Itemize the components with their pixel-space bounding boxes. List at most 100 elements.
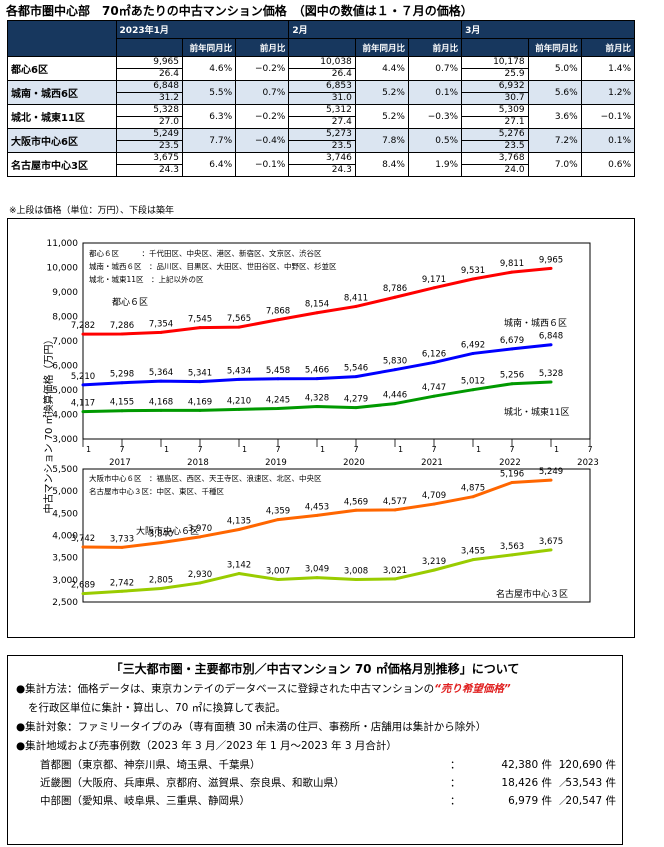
- asking-price-text: “売り希望価格”: [434, 683, 511, 695]
- data-point: [198, 380, 202, 384]
- x-tick-label: 1: [398, 445, 403, 454]
- subhead-mom: 前月比: [407, 38, 463, 57]
- price-value: 5,249: [116, 129, 182, 141]
- period-header: 2月: [288, 20, 463, 39]
- price-value: 5,328: [116, 105, 182, 117]
- subhead-blank: [461, 38, 529, 57]
- data-point: [471, 277, 475, 281]
- data-point: [81, 545, 85, 549]
- yoy-change: 4.4%: [354, 56, 409, 81]
- data-point: [393, 402, 397, 406]
- data-label: 8,154: [305, 300, 329, 310]
- data-point: [549, 380, 553, 384]
- region-month-count: 6,979 件: [508, 795, 552, 807]
- x-year-label: 2021: [421, 458, 443, 468]
- data-label: 5,434: [227, 366, 251, 376]
- data-point: [120, 545, 124, 549]
- data-label: 5,196: [500, 469, 524, 479]
- data-label: 7,565: [227, 314, 251, 324]
- yoy-change: 8.4%: [354, 152, 409, 177]
- data-point: [471, 388, 475, 392]
- y-tick-label: 5,000: [52, 386, 78, 396]
- y-tick-label: 3,000: [52, 576, 78, 586]
- x-year-label: 2023: [577, 458, 599, 468]
- data-label: 4,569: [344, 497, 368, 507]
- data-label: 4,453: [305, 502, 329, 512]
- data-label: 4,747: [422, 383, 446, 393]
- separator: ：: [450, 759, 461, 771]
- data-label: 5,466: [305, 366, 329, 376]
- data-label: 4,169: [188, 397, 212, 407]
- data-label: 3,563: [500, 542, 524, 552]
- area-name: 名古屋市中心3区: [7, 152, 117, 177]
- data-point: [510, 382, 514, 386]
- age-value: 27.1: [504, 117, 525, 127]
- data-point: [276, 406, 280, 410]
- area-name: 城北・城東11区: [7, 104, 117, 129]
- data-label: 9,965: [539, 255, 563, 265]
- y-tick-label: 5,500: [52, 465, 78, 475]
- subhead-yoy: 前年同月比: [527, 38, 582, 57]
- x-tick-label: 7: [353, 445, 358, 454]
- price-value: 6,853: [289, 81, 355, 93]
- data-label: 4,446: [383, 391, 407, 401]
- y-tick-label: 5,000: [52, 487, 78, 497]
- table-corner: [7, 20, 117, 57]
- data-label: 5,458: [266, 366, 290, 376]
- data-label: 4,168: [149, 397, 173, 407]
- data-label: 6,679: [500, 336, 524, 346]
- region-total-count: 120,690 件: [558, 759, 616, 771]
- yoy-change: 5.2%: [354, 80, 409, 105]
- data-point: [315, 311, 319, 315]
- x-tick-label: 7: [431, 445, 436, 454]
- data-point: [159, 408, 163, 412]
- data-label: 4,709: [422, 491, 446, 501]
- data-point: [393, 368, 397, 372]
- data-label: 2,742: [110, 578, 134, 588]
- data-label: 6,126: [422, 349, 446, 359]
- data-label: 7,286: [110, 321, 134, 331]
- data-label: 2,930: [188, 570, 212, 580]
- data-point: [120, 332, 124, 336]
- x-tick-label: 7: [509, 445, 514, 454]
- age-value: 23.5: [158, 141, 179, 151]
- data-point: [120, 589, 124, 593]
- data-point: [432, 360, 436, 364]
- legend-entry: 名古屋市中心３区：中区、東区、千種区: [89, 486, 224, 496]
- target-line: ●集計対象：ファミリータイプのみ（専有面積 30 ㎡未満の住戸、事務所・店舗用は…: [16, 721, 487, 733]
- price-age-cell: 5,273 23.5: [288, 128, 356, 153]
- x-tick-label: 7: [119, 445, 124, 454]
- age-value: 30.7: [504, 93, 525, 103]
- data-label: 4,328: [305, 393, 329, 403]
- data-point: [276, 578, 280, 582]
- data-point: [81, 592, 85, 596]
- data-point: [354, 577, 358, 581]
- series-name: 大阪市中心６区: [136, 525, 199, 537]
- data-label: 5,249: [539, 467, 563, 477]
- data-point: [81, 332, 85, 336]
- region-name: 首都圏（東京都、神奈川県、埼玉県、千葉県）: [40, 759, 261, 771]
- mom-change: 0.1%: [580, 128, 636, 153]
- data-label: 3,742: [71, 534, 95, 544]
- data-point: [471, 495, 475, 499]
- data-point: [159, 330, 163, 334]
- age-value: 24.3: [331, 165, 352, 175]
- data-label: 9,171: [422, 275, 446, 285]
- x-tick-label: 1: [164, 445, 169, 454]
- area-name: 都心6区: [7, 56, 117, 81]
- method-line-2: を行政区単位に集計・算出し、70 ㎡に換算して表記。: [28, 702, 286, 714]
- data-point: [510, 553, 514, 557]
- price-age-cell: 5,328 27.0: [115, 104, 184, 129]
- data-point: [471, 558, 475, 562]
- age-value: 23.5: [331, 141, 352, 151]
- price-age-cell: 9,965 26.4: [115, 56, 184, 81]
- data-point: [120, 409, 124, 413]
- info-box: 「三大都市圏・主要都市別／中古マンション 70 ㎡価格月別推移」について ●集計…: [7, 655, 623, 845]
- age-value: 24.3: [158, 165, 179, 175]
- separator: ：: [450, 777, 461, 789]
- table-note: ※上段は価格（単位：万円）、下段は築年: [9, 206, 175, 216]
- x-tick-label: 7: [275, 445, 280, 454]
- separator: ／: [559, 795, 570, 807]
- data-label: 6,492: [461, 340, 485, 350]
- data-point: [81, 410, 85, 414]
